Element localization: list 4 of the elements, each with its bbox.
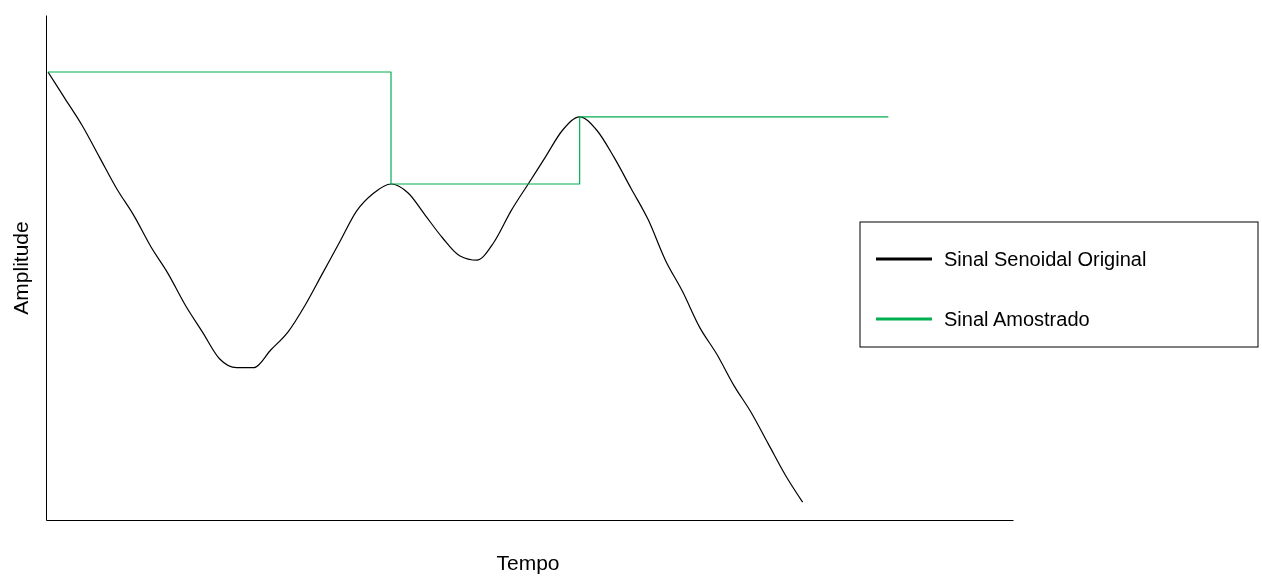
legend-label: Sinal Amostrado	[944, 308, 1090, 330]
legend-label: Sinal Senoidal Original	[944, 248, 1147, 270]
y-axis-title: Amplitude	[9, 221, 32, 315]
x-axis-title: Tempo	[496, 551, 560, 574]
